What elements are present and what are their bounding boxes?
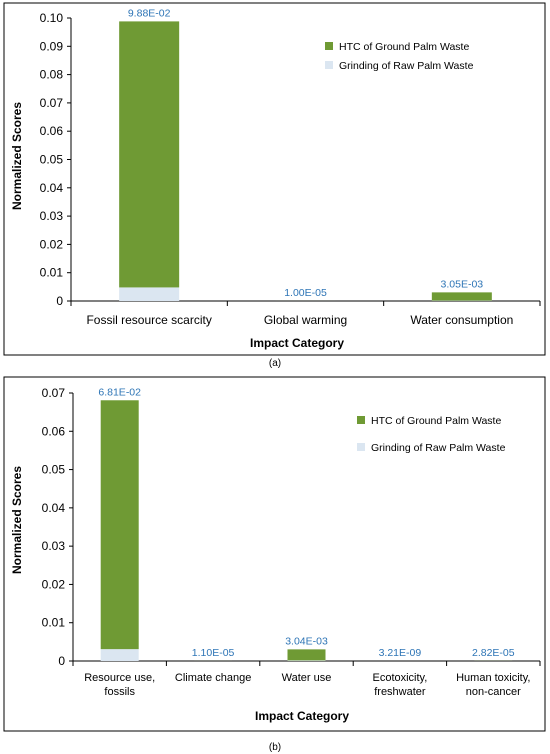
data-label: 9.88E-02 bbox=[128, 7, 171, 19]
y-tick-label: 0.05 bbox=[40, 153, 64, 167]
x-tick-label: non-cancer bbox=[466, 686, 521, 698]
bar-htc-2 bbox=[431, 292, 492, 301]
data-label: 3.04E-03 bbox=[285, 635, 328, 647]
data-label: 6.81E-02 bbox=[98, 386, 141, 398]
y-tick-label: 0.03 bbox=[40, 209, 64, 223]
chart-a-frame bbox=[3, 2, 546, 356]
x-tick-label: fossils bbox=[104, 686, 135, 698]
y-tick-label: 0.04 bbox=[40, 181, 64, 195]
y-tick-label: 0 bbox=[56, 294, 63, 308]
x-tick-label: Global warming bbox=[264, 313, 347, 327]
legend-a-grinding-label: Grinding of Raw Palm Waste bbox=[339, 60, 474, 72]
y-tick-label: 0.07 bbox=[42, 386, 66, 400]
x-tick-label: Human toxicity, bbox=[456, 672, 530, 684]
x-tick-label: Ecotoxicity, bbox=[372, 672, 427, 684]
y-tick-label: 0.09 bbox=[40, 39, 64, 53]
y-tick-label: 0.04 bbox=[42, 501, 66, 515]
chart-b-ylabel: Normalized Scores bbox=[10, 466, 24, 574]
panel-label-a: (a) bbox=[269, 358, 281, 369]
x-tick-label: freshwater bbox=[374, 686, 426, 698]
chart-b-frame bbox=[3, 376, 546, 732]
y-tick-label: 0 bbox=[58, 654, 65, 668]
x-tick-label: Water use bbox=[282, 672, 332, 684]
chart-a-xlabel: Impact Category bbox=[250, 336, 344, 350]
data-label: 3.05E-03 bbox=[441, 278, 484, 290]
bar-htc-2 bbox=[287, 649, 326, 661]
legend-b-htc-label: HTC of Ground Palm Waste bbox=[371, 415, 501, 427]
legend-b-grinding-swatch bbox=[357, 443, 365, 451]
legend-b-grinding-label: Grinding of Raw Palm Waste bbox=[371, 442, 506, 454]
bar-grinding-0 bbox=[100, 649, 139, 661]
x-tick-label: Fossil resource scarcity bbox=[86, 313, 211, 327]
panel-label-b: (b) bbox=[269, 742, 281, 753]
y-tick-label: 0.05 bbox=[42, 463, 66, 477]
y-tick-label: 0.08 bbox=[40, 68, 64, 82]
bar-htc-0 bbox=[119, 21, 180, 288]
bar-grinding-0 bbox=[119, 287, 180, 301]
data-label: 2.82E-05 bbox=[472, 647, 515, 659]
y-tick-label: 0.02 bbox=[42, 577, 66, 591]
data-label: 1.00E-05 bbox=[284, 287, 327, 299]
chart-b: Normalized Scores Impact Category HTC of… bbox=[3, 376, 546, 753]
bar-htc-0 bbox=[100, 400, 139, 650]
legend-b-htc-swatch bbox=[357, 416, 365, 424]
chart-a-ylabel: Normalized Scores bbox=[10, 102, 24, 210]
y-tick-label: 0.01 bbox=[42, 616, 66, 630]
chart-b-legend: HTC of Ground Palm Waste Grinding of Raw… bbox=[357, 415, 506, 454]
y-tick-label: 0.01 bbox=[40, 266, 64, 280]
chart-a: Normalized Scores Impact Category HTC of… bbox=[3, 2, 546, 369]
x-tick-label: Resource use, bbox=[84, 672, 155, 684]
x-tick-label: Water consumption bbox=[410, 313, 513, 327]
y-tick-label: 0.06 bbox=[40, 124, 64, 138]
data-label: 1.10E-05 bbox=[192, 647, 235, 659]
y-tick-label: 0.07 bbox=[40, 96, 64, 110]
chart-b-xlabel: Impact Category bbox=[255, 709, 349, 723]
chart-a-plot: 0 0.01 0.02 0.03 0.04 0.05 0.06 0.07 0.08 0.09 0.1… bbox=[40, 7, 541, 327]
legend-a-grinding-swatch bbox=[325, 61, 333, 69]
chart-b-plot: 0 0.01 0.02 0.03 0.04 0.05 0.06 0.07 6.81E-02 Res… bbox=[42, 386, 541, 698]
chart-a-legend: HTC of Ground Palm Waste Grinding of Raw… bbox=[325, 41, 474, 72]
bar-grinding-2 bbox=[287, 660, 326, 661]
legend-a-htc-label: HTC of Ground Palm Waste bbox=[339, 41, 469, 53]
y-tick-label: 0.02 bbox=[40, 237, 64, 251]
y-tick-label: 0.06 bbox=[42, 424, 66, 438]
data-label: 3.21E-09 bbox=[379, 647, 422, 659]
y-tick-label: 0.03 bbox=[42, 539, 66, 553]
legend-a-htc-swatch bbox=[325, 42, 333, 50]
x-tick-label: Climate change bbox=[175, 672, 251, 684]
y-tick-label: 0.10 bbox=[40, 11, 64, 25]
